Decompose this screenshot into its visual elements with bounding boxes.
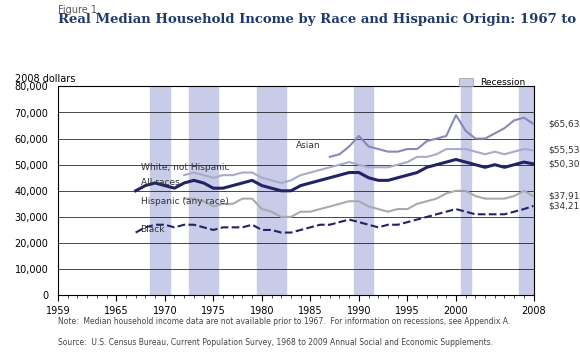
Text: $55,530: $55,530	[548, 146, 580, 155]
Text: Source:  U.S. Census Bureau, Current Population Survey, 1968 to 2009 Annual Soci: Source: U.S. Census Bureau, Current Popu…	[58, 338, 493, 347]
Bar	[354, 86, 374, 295]
Bar	[519, 86, 538, 295]
Bar	[189, 86, 218, 295]
Text: White, not Hispanic: White, not Hispanic	[140, 163, 229, 172]
Text: 2008 dollars: 2008 dollars	[15, 74, 75, 84]
Text: All races: All races	[140, 178, 179, 187]
Text: $50,303: $50,303	[548, 159, 580, 168]
Text: $37,913: $37,913	[548, 192, 580, 201]
Text: $34,218: $34,218	[548, 201, 580, 210]
Text: Note:  Median household income data are not available prior to 1967.  For inform: Note: Median household income data are n…	[58, 317, 510, 326]
Bar	[257, 86, 267, 295]
Bar	[267, 86, 286, 295]
Text: Real Median Household Income by Race and Hispanic Origin: 1967 to 2008: Real Median Household Income by Race and…	[58, 13, 580, 26]
Bar	[150, 86, 169, 295]
Bar	[461, 86, 470, 295]
Text: Asian: Asian	[296, 141, 320, 150]
Text: Black: Black	[140, 225, 165, 234]
Text: Hispanic (any race): Hispanic (any race)	[140, 197, 229, 206]
Legend: Recession: Recession	[456, 74, 529, 91]
Text: Figure 1.: Figure 1.	[58, 5, 100, 15]
Text: $65,637: $65,637	[548, 120, 580, 129]
